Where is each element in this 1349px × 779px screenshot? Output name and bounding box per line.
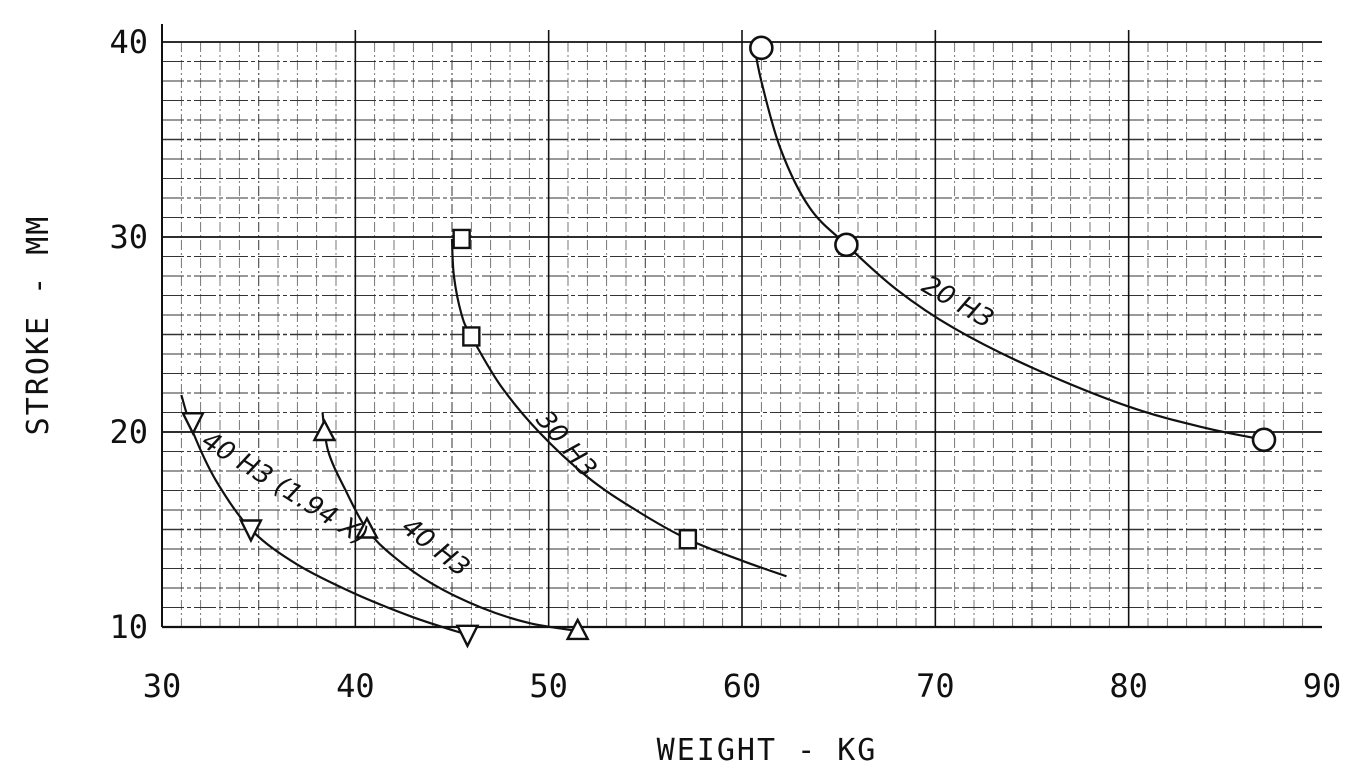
data-point-20-h3 <box>1251 427 1277 453</box>
y-tick-label: 40 <box>109 23 148 61</box>
y-axis-title: STROKE - MM <box>21 215 56 436</box>
x-tick-label: 30 <box>143 667 182 705</box>
series-markers <box>180 35 1277 649</box>
curve-label: 40 H3 (1.94 X) <box>196 425 373 551</box>
y-tick-label: 30 <box>109 218 148 256</box>
y-tick-label: 20 <box>109 413 148 451</box>
x-tick-label: 60 <box>723 667 762 705</box>
data-point-20-h3 <box>749 35 774 61</box>
data-point-30-h3 <box>452 228 471 250</box>
axes <box>161 24 1322 629</box>
series-curves <box>180 41 1265 636</box>
y-tick-labels: 10 20 30 40 <box>109 23 148 646</box>
data-point-20-h3 <box>834 232 859 258</box>
y-tick-label: 10 <box>109 608 148 646</box>
x-tick-labels: 30 40 50 60 70 80 90 <box>143 667 1342 705</box>
curve-label: 30 H3 <box>530 405 603 484</box>
x-tick-label: 40 <box>336 667 375 705</box>
data-point-40-h3 <box>565 617 590 641</box>
series-line-40-h3 <box>321 412 578 632</box>
data-point-40-h3 <box>354 515 379 539</box>
x-axis-title: WEIGHT - KG <box>657 733 878 768</box>
data-point-40-h3-1-94-x <box>180 412 205 436</box>
x-tick-label: 90 <box>1303 667 1342 705</box>
curve-label: 40 H3 <box>396 512 476 583</box>
series-line-30-h3 <box>450 238 787 578</box>
series-line-40-h3-1-94-x <box>180 394 468 636</box>
curve-label: 20 H3 <box>917 270 999 335</box>
x-tick-label: 80 <box>1109 667 1148 705</box>
x-tick-label: 70 <box>916 667 955 705</box>
series-line-20-h3 <box>752 41 1265 441</box>
data-point-40-h3-1-94-x <box>455 624 480 649</box>
data-point-30-h3 <box>462 326 481 347</box>
x-tick-label: 50 <box>529 667 568 705</box>
data-point-40-h3 <box>312 418 337 442</box>
data-point-30-h3 <box>678 529 698 550</box>
data-point-40-h3-1-94-x <box>238 519 263 544</box>
